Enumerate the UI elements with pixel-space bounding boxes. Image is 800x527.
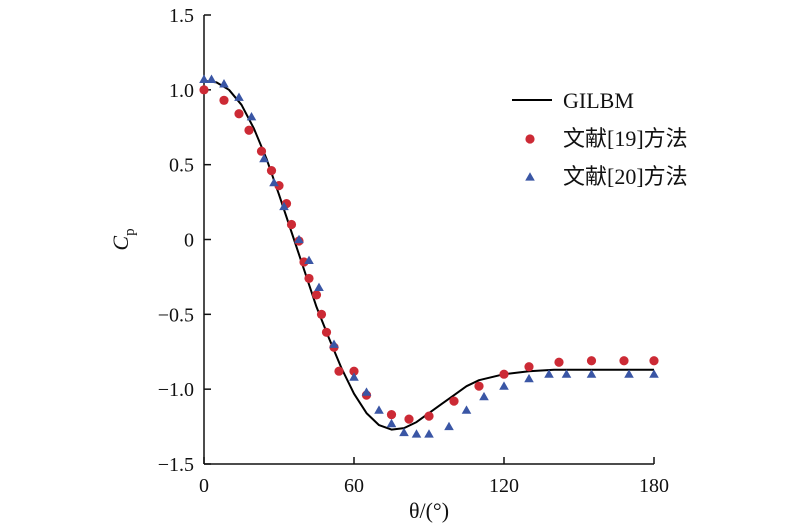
ref19-data-point xyxy=(524,362,534,372)
ref20-data-point xyxy=(199,74,209,83)
ref20-data-point xyxy=(444,421,454,431)
ref20-data-point xyxy=(329,339,339,348)
y-tick-label: −1.5 xyxy=(158,454,194,476)
x-tick-label: 60 xyxy=(344,475,364,497)
ref20-data-point xyxy=(361,387,372,396)
ref20-data-point xyxy=(399,427,409,437)
ref20-data-point xyxy=(304,255,314,265)
ref19-data-point xyxy=(219,95,229,105)
ref19-data-point xyxy=(586,356,597,366)
legend-label: 文献[20]方法 xyxy=(563,164,688,189)
ref20-data-point xyxy=(461,405,472,414)
ref20-data-point xyxy=(411,429,422,438)
ref19-data-point xyxy=(311,290,322,300)
ref19-data-point xyxy=(349,366,359,376)
ref19-data-point xyxy=(554,357,564,367)
ref20-data-point xyxy=(386,418,397,428)
ref20-data-point xyxy=(349,372,359,381)
ref20-data-point xyxy=(499,381,509,390)
ref19-data-point xyxy=(256,146,267,156)
series-layer xyxy=(199,74,659,438)
ref19-data-point xyxy=(449,396,459,406)
ref19-data-point xyxy=(404,414,414,424)
ref19-data-point xyxy=(386,410,397,420)
ref19-data-point xyxy=(199,85,209,95)
ref19-data-point xyxy=(304,273,314,284)
ref20-data-point xyxy=(374,405,384,414)
ref20-data-point xyxy=(479,391,489,401)
ref19-data-point xyxy=(424,411,434,421)
ref19-data-point xyxy=(499,369,509,379)
y-tick-label: −0.5 xyxy=(158,304,194,326)
ref19-data-point xyxy=(321,327,332,337)
ref20-data-point xyxy=(649,369,659,378)
ref19-data-point xyxy=(286,219,297,230)
ref20-data-point xyxy=(424,429,434,438)
y-axis-title: Cp xyxy=(108,228,138,250)
ref20-data-point xyxy=(544,369,554,378)
x-axis-ticks: 0 60 120 180 xyxy=(199,457,669,497)
ref20-data-point xyxy=(279,201,289,211)
ref19-data-point xyxy=(649,356,659,366)
ref19-data-point xyxy=(619,356,629,366)
y-tick-label: 0.5 xyxy=(169,155,194,177)
y-tick-label: 1.5 xyxy=(169,5,194,27)
legend-triangle-marker xyxy=(525,172,535,181)
legend-circle-marker xyxy=(525,134,535,144)
x-axis-title: θ/(°) xyxy=(409,498,449,523)
legend-label: 文献[19]方法 xyxy=(563,126,688,151)
x-tick-label: 0 xyxy=(199,475,209,497)
x-tick-label: 120 xyxy=(489,475,519,497)
y-axis-title-subscript: p xyxy=(122,228,138,236)
ref19-data-point xyxy=(316,309,327,319)
ref20-data-point xyxy=(246,111,257,121)
ref20-data-point xyxy=(219,79,229,88)
ref19-data-point xyxy=(334,366,344,376)
ref20-data-point xyxy=(586,369,597,378)
ref20-data-point xyxy=(561,369,572,378)
y-tick-label: 1.0 xyxy=(169,80,194,102)
ref19-data-point xyxy=(299,257,309,267)
ref20-data-point xyxy=(234,92,244,101)
ref19-data-point xyxy=(234,109,244,119)
ref20-data-point xyxy=(314,282,324,291)
ref20-data-point xyxy=(294,234,304,244)
ref19-data-point xyxy=(474,381,484,391)
ref20-data-point xyxy=(269,177,279,187)
y-tick-label: −1.0 xyxy=(158,379,194,401)
x-tick-label: 180 xyxy=(639,475,669,497)
ref20-data-point xyxy=(624,369,634,378)
ref20-data-point xyxy=(524,373,534,383)
ref19-data-point xyxy=(244,125,254,135)
plot-area: 1.5 1.0 0.5 0 −0.5 −1.0 −1.5 0 60 120 180 xyxy=(158,5,669,497)
ref19-data-point xyxy=(266,166,277,176)
y-axis-title-main: C xyxy=(108,236,133,251)
ref20-data-point xyxy=(206,74,217,83)
y-tick-label: 0 xyxy=(184,230,194,252)
legend-label: GILBM xyxy=(563,88,634,113)
ref20-data-point xyxy=(259,153,269,163)
y-axis-ticks: 1.5 1.0 0.5 0 −0.5 −1.0 −1.5 xyxy=(158,5,211,476)
